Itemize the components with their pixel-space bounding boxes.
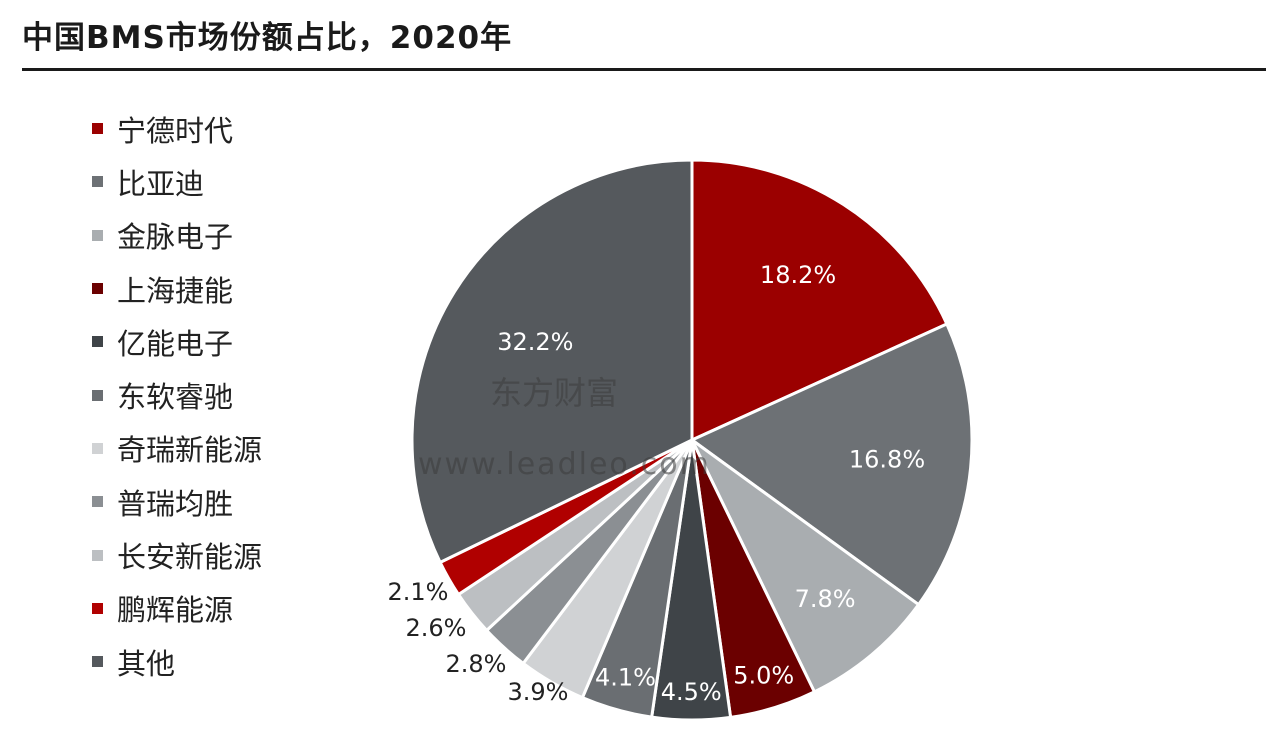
slice-label: 32.2% xyxy=(497,328,573,356)
legend-item: 长安新能源 xyxy=(92,528,262,581)
legend-item: 奇瑞新能源 xyxy=(92,422,262,475)
slice-label: 16.8% xyxy=(849,446,925,474)
chart-legend: 宁德时代比亚迪金脉电子上海捷能亿能电子东软睿驰奇瑞新能源普瑞均胜长安新能源鹏辉能… xyxy=(92,102,262,688)
legend-swatch xyxy=(92,283,103,295)
legend-item: 亿能电子 xyxy=(92,315,262,368)
legend-item: 上海捷能 xyxy=(92,262,262,315)
legend-swatch xyxy=(92,442,103,454)
legend-swatch xyxy=(92,496,103,508)
legend-label: 东软睿驰 xyxy=(117,380,234,415)
slice-label: 5.0% xyxy=(733,662,794,690)
slice-label: 3.9% xyxy=(508,678,569,706)
title-divider xyxy=(22,68,1266,71)
legend-label: 金脉电子 xyxy=(117,220,234,255)
slice-label: 4.5% xyxy=(661,678,722,706)
watermark-url: www.leadleo.com xyxy=(418,447,711,482)
pie-slice xyxy=(690,438,921,694)
legend-swatch xyxy=(92,176,103,188)
legend-item: 鹏辉能源 xyxy=(92,582,262,635)
legend-swatch xyxy=(92,602,103,614)
slice-label: 4.1% xyxy=(595,663,656,691)
slice-label: 2.8% xyxy=(446,650,507,678)
pie-slice xyxy=(690,158,949,443)
pie-slice xyxy=(689,321,974,607)
legend-swatch xyxy=(92,229,103,241)
legend-label: 普瑞均胜 xyxy=(117,486,234,521)
legend-swatch xyxy=(92,656,103,668)
legend-label: 长安新能源 xyxy=(117,540,263,575)
legend-swatch xyxy=(92,336,103,348)
legend-item: 比亚迪 xyxy=(92,155,262,208)
slice-label: 18.2% xyxy=(760,261,836,289)
slice-label: 7.8% xyxy=(795,585,856,613)
legend-item: 普瑞均胜 xyxy=(92,475,262,528)
pie-slice xyxy=(410,158,694,565)
chart-title: 中国BMS市场份额占比，2020年 xyxy=(22,20,513,56)
legend-item: 宁德时代 xyxy=(92,102,262,155)
legend-item: 金脉电子 xyxy=(92,209,262,262)
legend-item: 其他 xyxy=(92,635,262,688)
legend-item: 东软睿驰 xyxy=(92,368,262,421)
watermark-text: 东方财富 xyxy=(490,374,619,412)
legend-label: 鹏辉能源 xyxy=(117,593,234,628)
slice-label: 2.6% xyxy=(406,614,467,642)
legend-swatch xyxy=(92,123,103,135)
legend-label: 上海捷能 xyxy=(117,273,234,308)
legend-label: 比亚迪 xyxy=(117,166,205,201)
slice-label: 2.1% xyxy=(388,578,449,606)
legend-swatch xyxy=(92,389,103,401)
legend-label: 其他 xyxy=(117,646,176,681)
legend-label: 宁德时代 xyxy=(117,113,234,148)
legend-label: 奇瑞新能源 xyxy=(117,433,263,468)
legend-label: 亿能电子 xyxy=(117,326,234,361)
legend-swatch xyxy=(92,549,103,561)
